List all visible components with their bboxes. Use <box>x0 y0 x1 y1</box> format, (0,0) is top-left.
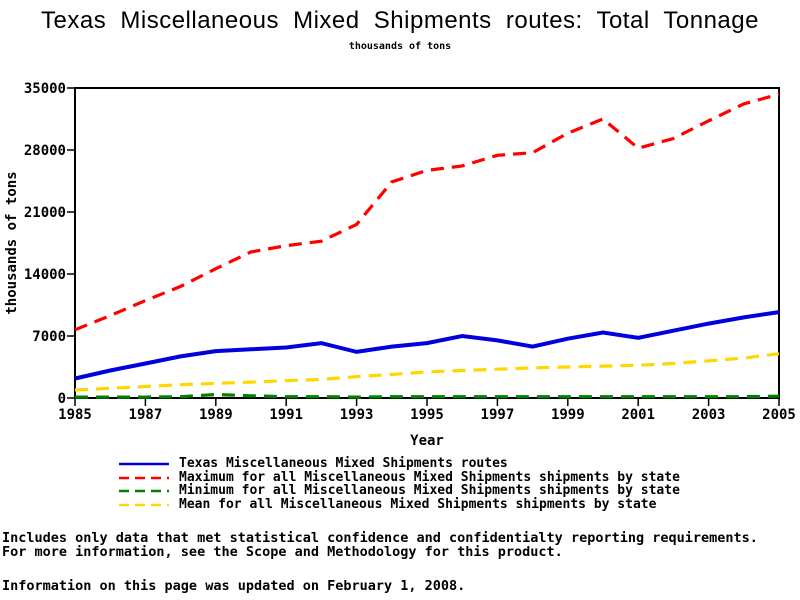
chart-legend: Texas Miscellaneous Mixed Shipments rout… <box>118 457 680 512</box>
series-line-1 <box>74 92 780 332</box>
chart-subtitle: thousands of tons <box>348 41 452 52</box>
plot-frame <box>74 87 780 399</box>
legend-label: Texas Miscellaneous Mixed Shipments rout… <box>179 456 508 471</box>
x-tick-label: 1997 <box>481 407 515 423</box>
chart-title: Texas Miscellaneous Mixed Shipments rout… <box>41 7 759 34</box>
y-tick-label: 14000 <box>24 267 66 283</box>
footer-line-2: For more information, see the Scope and … <box>2 544 563 560</box>
x-tick-label: 1999 <box>551 407 585 423</box>
legend-item-texas: Texas Miscellaneous Mixed Shipments rout… <box>118 457 680 471</box>
update-note: Information on this page was updated on … <box>2 578 466 594</box>
y-tick-label: 28000 <box>24 143 66 159</box>
series-line-3 <box>74 352 780 392</box>
footer-line-1: Includes only data that met statistical … <box>2 530 758 546</box>
legend-item-mean: Mean for all Miscellaneous Mixed Shipmen… <box>118 498 680 512</box>
x-tick-label: 1993 <box>340 407 374 423</box>
x-tick-label: 2003 <box>692 407 726 423</box>
legend-label: Mean for all Miscellaneous Mixed Shipmen… <box>179 497 657 513</box>
series-line-0 <box>74 310 780 381</box>
legend-swatch-dashed-line <box>119 503 169 507</box>
legend-item-minimum: Minimum for all Miscellaneous Mixed Ship… <box>118 484 680 498</box>
y-tick-label: 7000 <box>32 329 66 345</box>
tonnage-line-chart: 0 7000 14000 21000 28000 35000 1985 1987 1989 199… <box>4 81 796 449</box>
x-tick-label: 1985 <box>58 407 92 423</box>
x-tick-label: 2005 <box>762 407 796 423</box>
y-tick-label: 21000 <box>24 205 66 221</box>
x-tick-label: 1989 <box>199 407 233 423</box>
x-axis-title: Year <box>410 433 444 449</box>
x-tick-label: 1991 <box>269 407 303 423</box>
series-line-2 <box>75 392 780 399</box>
x-tick-label: 1987 <box>129 407 163 423</box>
legend-item-maximum: Maximum for all Miscellaneous Mixed Ship… <box>118 469 680 485</box>
legend-swatch-dashed-line <box>119 489 169 493</box>
legend-swatch-solid-line <box>119 462 169 466</box>
y-axis-title: thousands of tons <box>4 171 20 314</box>
legend-label: Minimum for all Miscellaneous Mixed Ship… <box>179 483 680 499</box>
x-tick-label: 2001 <box>621 407 655 423</box>
y-tick-label: 0 <box>58 391 66 407</box>
legend-label: Maximum for all Miscellaneous Mixed Ship… <box>179 469 680 485</box>
x-tick-label: 1995 <box>410 407 444 423</box>
footer-note: Includes only data that met statistical … <box>2 531 758 559</box>
legend-swatch-dashed-line <box>119 476 169 479</box>
y-tick-label: 35000 <box>24 81 66 97</box>
